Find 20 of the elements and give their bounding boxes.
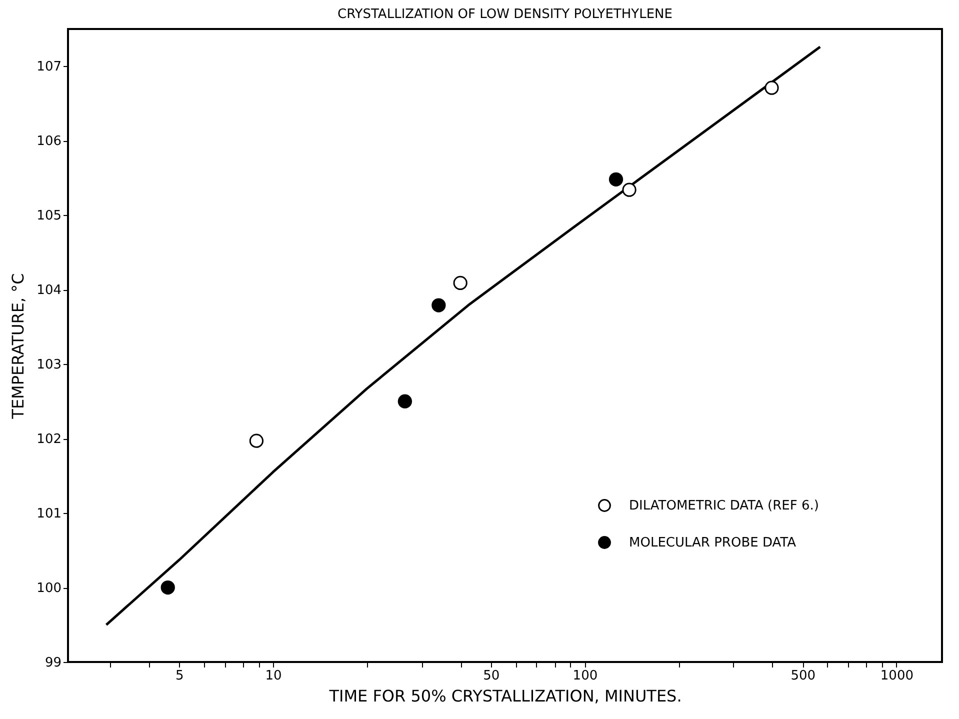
y-tick-label: 101 [36, 506, 62, 522]
x-tick-label: 10 [265, 668, 282, 684]
y-tick-label: 100 [36, 581, 62, 596]
x-tick-label: 1000 [880, 668, 914, 684]
y-tick-label: 103 [36, 358, 62, 373]
x-tick-label: 500 [790, 668, 816, 684]
y-tick-label: 105 [36, 208, 62, 224]
legend-label: DILATOMETRIC DATA (REF 6.) [629, 498, 819, 514]
y-tick-label: 107 [36, 60, 62, 75]
y-tick-label: 104 [36, 283, 62, 298]
x-tick-label: 100 [572, 668, 598, 684]
y-tick-label: 99 [44, 656, 62, 670]
y-axis-title: TEMPERATURE, °C [8, 273, 28, 420]
legend-label: MOLECULAR PROBE DATA [629, 536, 796, 550]
chart-title: CRYSTALLIZATION OF LOW DENSITY POLYETHYLENE [338, 7, 672, 22]
y-tick-label: 106 [36, 134, 62, 150]
x-tick-label: 5 [176, 668, 184, 684]
x-axis-title: TIME FOR 50% CRYSTALLIZATION, MINUTES. [328, 686, 682, 706]
y-tick-label: 102 [36, 432, 62, 448]
x-tick-label: 50 [483, 668, 500, 684]
